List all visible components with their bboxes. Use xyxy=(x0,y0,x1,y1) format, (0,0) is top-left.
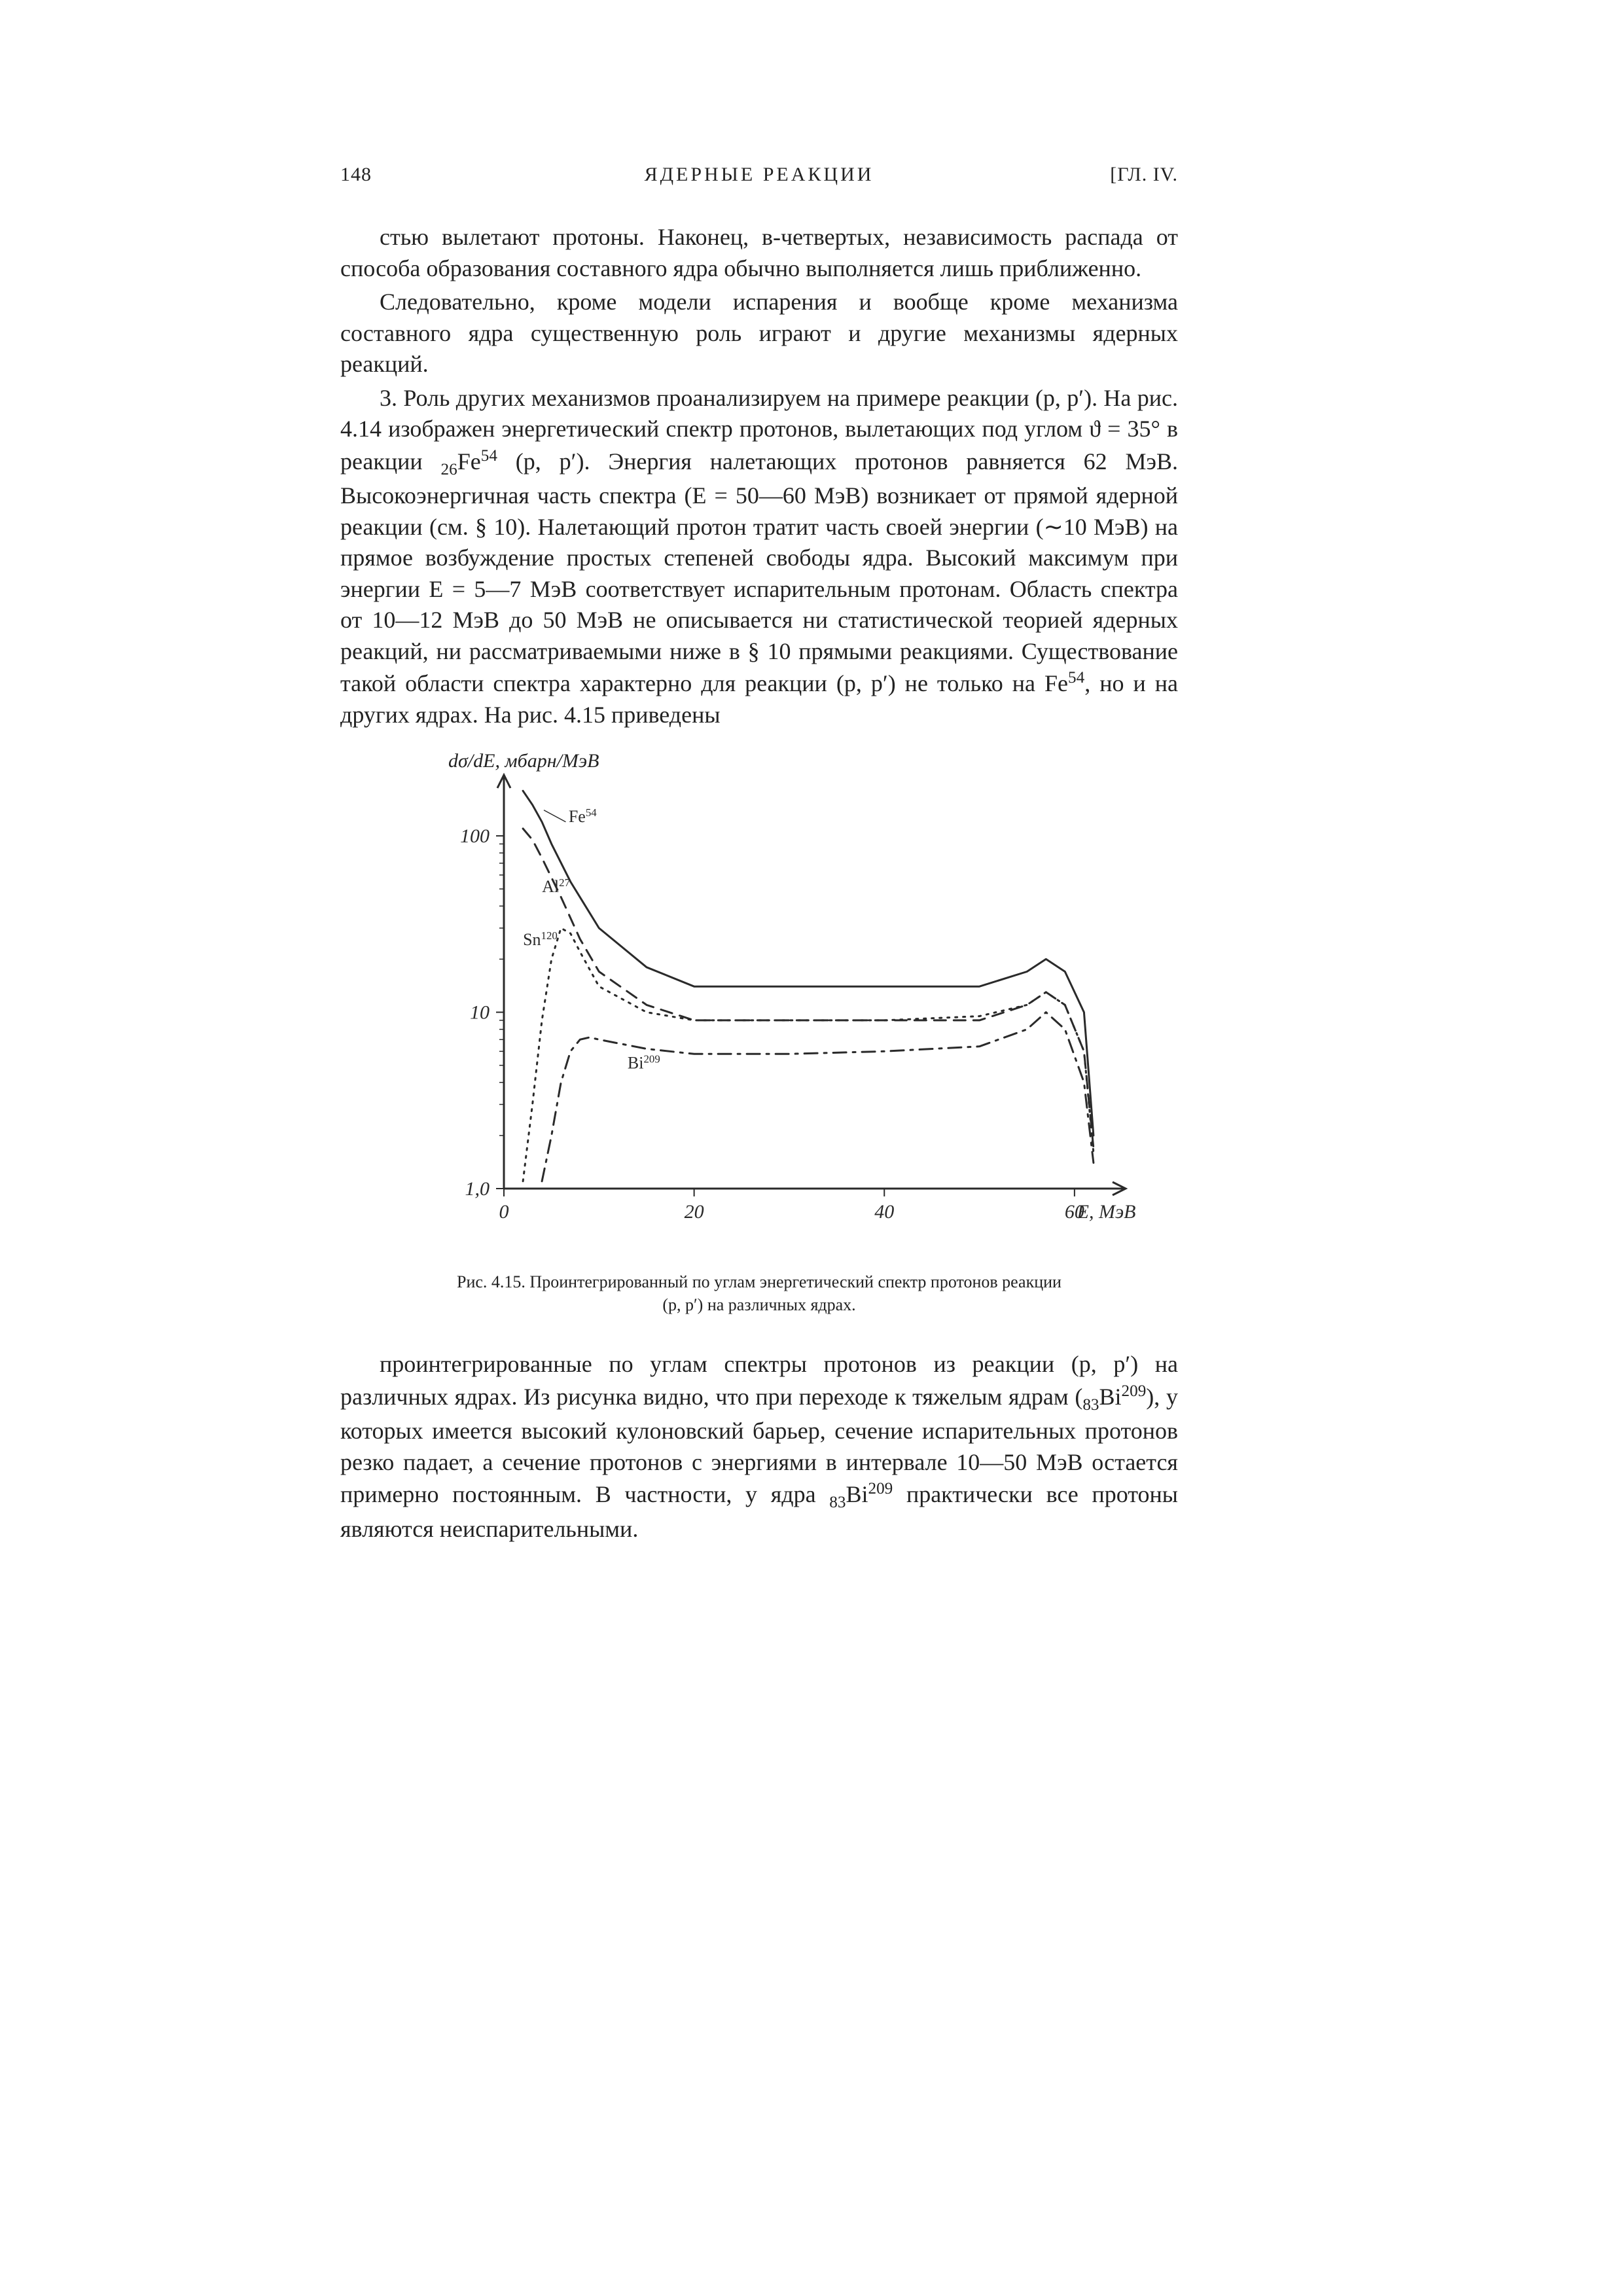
paragraph: 3. Роль других механизмов проанализируем… xyxy=(340,383,1178,731)
svg-text:0: 0 xyxy=(499,1201,509,1223)
text-run: (p, p′) на различных ядрах. xyxy=(662,1295,855,1314)
text-run: Рис. 4.15. Проинтегрированный по углам э… xyxy=(457,1272,1061,1291)
text-run: Fe xyxy=(457,448,481,475)
svg-text:Al27: Al27 xyxy=(542,876,570,897)
superscript: 209 xyxy=(868,1480,893,1498)
text-run: проинтегрированные по углам спектры прот… xyxy=(340,1351,1178,1410)
superscript: 209 xyxy=(1122,1382,1147,1400)
superscript: 54 xyxy=(481,447,497,465)
svg-text:100: 100 xyxy=(460,825,490,847)
body-text: проинтегрированные по углам спектры прот… xyxy=(340,1349,1178,1545)
svg-text:20: 20 xyxy=(685,1201,704,1223)
running-head: 148 ЯДЕРНЫЕ РЕАКЦИИ [ГЛ. IV. xyxy=(340,164,1178,186)
text-run: Bi xyxy=(1099,1384,1122,1410)
running-title: ЯДЕРНЫЕ РЕАКЦИИ xyxy=(340,164,1178,186)
chart-svg: 02040601,010100E, МэВFe54Al27Sn120Bi209 xyxy=(340,757,1178,1254)
paragraph: проинтегрированные по углам спектры прот… xyxy=(340,1349,1178,1545)
body-text: стью вылетают протоны. Наконец, в-четвер… xyxy=(340,222,1178,730)
superscript: 54 xyxy=(1068,669,1084,687)
subscript: 83 xyxy=(1082,1396,1099,1414)
svg-text:Fe54: Fe54 xyxy=(569,806,597,826)
svg-text:Sn120: Sn120 xyxy=(523,929,558,950)
subscript: 83 xyxy=(829,1494,846,1512)
paragraph: стью вылетают протоны. Наконец, в-четвер… xyxy=(340,222,1178,284)
subscript: 26 xyxy=(441,461,457,478)
svg-text:Bi209: Bi209 xyxy=(628,1052,660,1073)
text-run: (p, p′). Энергия налетающих протонов рав… xyxy=(340,448,1178,697)
y-axis-label: dσ/dE, мбарн/МэВ xyxy=(448,750,599,772)
svg-text:1,0: 1,0 xyxy=(465,1178,490,1200)
figure-caption: Рис. 4.15. Проинтегрированный по углам э… xyxy=(399,1270,1119,1316)
svg-text:40: 40 xyxy=(874,1201,894,1223)
text-run: Bi xyxy=(846,1481,868,1507)
figure: dσ/dE, мбарн/МэВ 02040601,010100E, МэВFe… xyxy=(340,757,1178,1257)
svg-text:10: 10 xyxy=(470,1002,490,1024)
paragraph: Следовательно, кроме модели испарения и … xyxy=(340,287,1178,380)
svg-text:E, МэВ: E, МэВ xyxy=(1077,1201,1136,1223)
